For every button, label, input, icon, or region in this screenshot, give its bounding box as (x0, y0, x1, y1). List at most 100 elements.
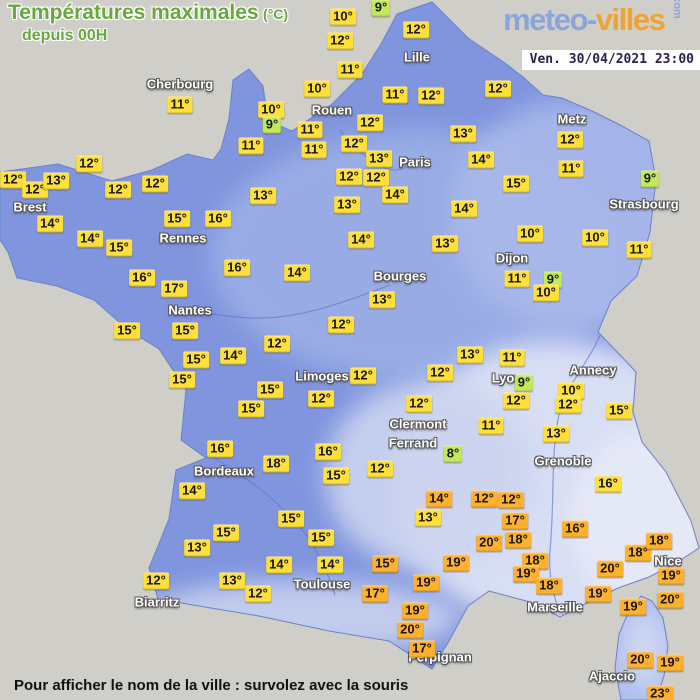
temp-label[interactable]: 16° (205, 210, 231, 228)
temp-label[interactable]: 12° (367, 460, 393, 478)
temp-label[interactable]: 10° (258, 101, 284, 119)
temp-label[interactable]: 15° (503, 175, 529, 193)
temp-label[interactable]: 15° (164, 210, 190, 228)
temp-label[interactable]: 18° (263, 455, 289, 473)
temp-label[interactable]: 17° (502, 512, 528, 530)
temp-label[interactable]: 19° (620, 598, 646, 616)
temp-label[interactable]: 15° (183, 351, 209, 369)
temp-label[interactable]: 12° (143, 572, 169, 590)
temp-label[interactable]: 11° (558, 160, 584, 178)
temp-label[interactable]: 11° (238, 137, 264, 155)
temp-label[interactable]: 15° (257, 381, 283, 399)
temp-label[interactable]: 19° (413, 574, 439, 592)
temp-label[interactable]: 14° (284, 264, 310, 282)
temp-label[interactable]: 13° (184, 539, 210, 557)
temp-label[interactable]: 11° (499, 349, 525, 367)
temp-label[interactable]: 16° (207, 440, 233, 458)
temp-label[interactable]: 12° (142, 175, 168, 193)
meteo-villes-logo[interactable]: meteo-villes .com (503, 0, 690, 38)
temp-label[interactable]: 14° (37, 215, 63, 233)
temp-label[interactable]: 15° (169, 371, 195, 389)
temp-label[interactable]: 12° (498, 491, 524, 509)
temp-label[interactable]: 19° (585, 585, 611, 603)
temp-label[interactable]: 20° (657, 591, 683, 609)
temp-label[interactable]: 15° (323, 467, 349, 485)
temp-label[interactable]: 12° (403, 21, 429, 39)
temp-label[interactable]: 12° (0, 171, 26, 189)
temp-label[interactable]: 13° (415, 509, 441, 527)
temp-label[interactable]: 11° (337, 61, 363, 79)
temp-label[interactable]: 15° (278, 510, 304, 528)
temp-label[interactable]: 17° (362, 585, 388, 603)
temp-label[interactable]: 9° (514, 374, 534, 392)
temp-label[interactable]: 14° (382, 186, 408, 204)
temp-label[interactable]: 14° (451, 200, 477, 218)
temp-label[interactable]: 12° (406, 395, 432, 413)
temp-label[interactable]: 15° (213, 524, 239, 542)
temp-label[interactable]: 11° (382, 86, 408, 104)
temp-label[interactable]: 16° (224, 259, 250, 277)
temp-label[interactable]: 12° (350, 367, 376, 385)
temp-label[interactable]: 14° (317, 556, 343, 574)
temp-label[interactable]: 11° (167, 96, 193, 114)
temp-label[interactable]: 20° (397, 621, 423, 639)
temp-label[interactable]: 11° (478, 417, 504, 435)
temp-label[interactable]: 19° (402, 602, 428, 620)
temp-label[interactable]: 19° (443, 554, 469, 572)
temp-label[interactable]: 14° (179, 482, 205, 500)
temp-label[interactable]: 13° (219, 572, 245, 590)
temp-label[interactable]: 16° (315, 443, 341, 461)
temp-label[interactable]: 12° (264, 335, 290, 353)
temp-label[interactable]: 11° (301, 141, 327, 159)
temp-label[interactable]: 10° (304, 80, 330, 98)
temp-label[interactable]: 16° (129, 269, 155, 287)
temp-label[interactable]: 18° (522, 552, 548, 570)
temp-label[interactable]: 13° (366, 150, 392, 168)
temp-label[interactable]: 12° (328, 316, 354, 334)
temp-label[interactable]: 12° (555, 396, 581, 414)
temp-label[interactable]: 14° (77, 230, 103, 248)
temp-label[interactable]: 11° (626, 241, 652, 259)
temp-label[interactable]: 17° (409, 640, 435, 658)
temp-label[interactable]: 19° (657, 654, 683, 672)
temp-label[interactable]: 12° (245, 585, 271, 603)
temp-label[interactable]: 13° (543, 425, 569, 443)
temp-label[interactable]: 19° (658, 567, 684, 585)
temp-label[interactable]: 15° (372, 555, 398, 573)
temp-label[interactable]: 17° (161, 280, 187, 298)
temp-label[interactable]: 13° (432, 235, 458, 253)
temp-label[interactable]: 18° (625, 544, 651, 562)
temp-label[interactable]: 12° (363, 169, 389, 187)
temp-label[interactable]: 12° (557, 131, 583, 149)
temp-label[interactable]: 16° (562, 520, 588, 538)
temp-label[interactable]: 20° (627, 651, 653, 669)
temp-label[interactable]: 9° (640, 170, 660, 188)
temp-label[interactable]: 12° (22, 181, 48, 199)
temp-label[interactable]: 20° (597, 560, 623, 578)
temp-label[interactable]: 16° (595, 475, 621, 493)
temp-label[interactable]: 13° (457, 346, 483, 364)
temp-label[interactable]: 13° (334, 196, 360, 214)
temp-label[interactable]: 9° (262, 116, 282, 134)
temp-label[interactable]: 11° (297, 121, 323, 139)
temp-label[interactable]: 18° (646, 532, 672, 550)
temp-label[interactable]: 15° (106, 239, 132, 257)
temp-label[interactable]: 14° (426, 490, 452, 508)
temp-label[interactable]: 8° (443, 445, 463, 463)
temp-label[interactable]: 15° (606, 402, 632, 420)
temp-label[interactable]: 12° (76, 155, 102, 173)
temp-label[interactable]: 11° (504, 270, 530, 288)
temp-label[interactable]: 12° (485, 80, 511, 98)
temp-label[interactable]: 12° (327, 32, 353, 50)
temp-label[interactable]: 18° (536, 577, 562, 595)
temp-label[interactable]: 10° (330, 8, 356, 26)
temp-label[interactable]: 12° (341, 135, 367, 153)
temp-label[interactable]: 9° (371, 0, 391, 17)
temp-label[interactable]: 12° (503, 392, 529, 410)
temp-label[interactable]: 12° (105, 181, 131, 199)
temp-label[interactable]: 14° (348, 231, 374, 249)
temp-label[interactable]: 10° (558, 382, 584, 400)
temp-label[interactable]: 13° (43, 172, 69, 190)
temp-label[interactable]: 15° (172, 322, 198, 340)
temp-label[interactable]: 23° (647, 685, 673, 700)
